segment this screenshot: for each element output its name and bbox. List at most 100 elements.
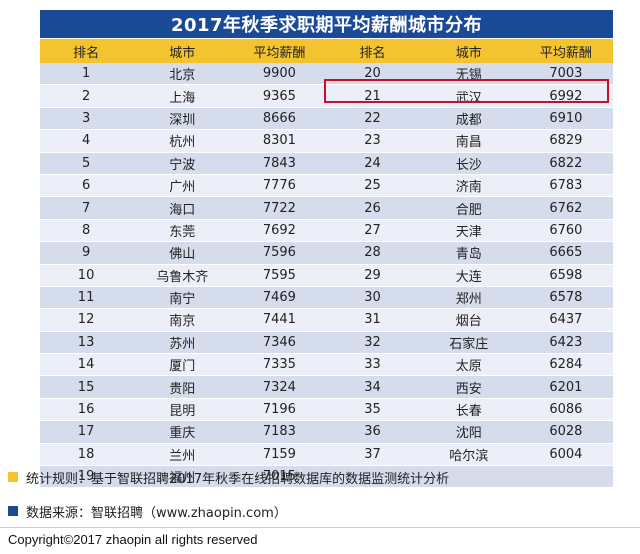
right-city-cell: 无锡 [418, 63, 519, 86]
right-city-cell: 大连 [418, 264, 519, 287]
table-row: 7 海口 7722 26 合肥 6762 [40, 196, 613, 220]
right-city-cell: 天津 [418, 219, 519, 243]
table-row: 16 昆明 7196 35 长春 6086 [40, 398, 613, 422]
left-city-cell: 贵阳 [132, 375, 233, 399]
right-rank-cell: 37 [326, 443, 419, 467]
left-salary-cell: 7469 [232, 286, 327, 310]
right-city-cell: 成都 [418, 107, 519, 131]
right-salary-cell: 6822 [518, 152, 613, 175]
left-salary-cell: 7843 [232, 152, 327, 175]
left-city-cell: 重庆 [132, 420, 233, 444]
table-row: 14 厦门 7335 33 太原 6284 [40, 353, 613, 377]
left-rank-cell: 7 [40, 196, 133, 220]
right-salary-cell [518, 465, 613, 489]
right-city-cell: 沈阳 [418, 420, 519, 444]
left-salary-cell: 7346 [232, 331, 327, 355]
left-rank-cell: 16 [40, 398, 133, 422]
yellow-square-icon [8, 472, 18, 482]
header-salary-right: 平均薪酬 [518, 39, 613, 63]
right-city-cell: 郑州 [418, 286, 519, 310]
table-row: 6 广州 7776 25 济南 6783 [40, 174, 613, 198]
left-city-cell: 南宁 [132, 286, 233, 310]
table-row: 15 贵阳 7324 34 西安 6201 [40, 375, 613, 399]
left-rank-cell: 10 [40, 264, 133, 287]
table-row: 3 深圳 8666 22 成都 6910 [40, 107, 613, 131]
right-salary-cell: 7003 [518, 63, 613, 86]
left-city-cell: 深圳 [132, 107, 233, 131]
left-rank-cell: 1 [40, 63, 133, 86]
right-city-cell: 合肥 [418, 196, 519, 220]
left-salary-cell: 7595 [232, 264, 327, 287]
right-city-cell: 石家庄 [418, 331, 519, 355]
note-rule: 统计规则：基于智联招聘2017年秋季在线招聘数据库的数据监测统计分析 [8, 466, 449, 488]
left-salary-cell: 7335 [232, 353, 327, 377]
left-rank-cell: 5 [40, 152, 133, 175]
left-rank-cell: 2 [40, 84, 133, 108]
right-city-cell: 青岛 [418, 241, 519, 265]
right-salary-cell: 6783 [518, 174, 613, 198]
table-row: 18 兰州 7159 37 哈尔滨 6004 [40, 443, 613, 467]
left-rank-cell: 11 [40, 286, 133, 310]
left-rank-cell: 4 [40, 129, 133, 153]
table-row: 19 福州 7015 [40, 465, 613, 489]
left-city-cell: 广州 [132, 174, 233, 198]
left-rank-cell: 8 [40, 219, 133, 243]
right-city-cell: 长春 [418, 398, 519, 422]
right-rank-cell: 22 [326, 107, 419, 131]
left-rank-cell: 14 [40, 353, 133, 377]
left-rank-cell: 15 [40, 375, 133, 399]
right-city-cell: 西安 [418, 375, 519, 399]
left-city-cell: 乌鲁木齐 [132, 264, 233, 287]
left-city-cell: 苏州 [132, 331, 233, 355]
table-row: 2 上海 9365 21 武汉 6992 [40, 84, 613, 108]
right-rank-cell: 29 [326, 264, 419, 287]
left-salary-cell: 7441 [232, 308, 327, 332]
right-rank-cell: 36 [326, 420, 419, 444]
right-city-cell: 哈尔滨 [418, 443, 519, 467]
table-row: 17 重庆 7183 36 沈阳 6028 [40, 420, 613, 444]
table-row: 9 佛山 7596 28 青岛 6665 [40, 241, 613, 265]
right-salary-cell: 6086 [518, 398, 613, 422]
right-rank-cell [326, 465, 419, 489]
left-city-cell: 杭州 [132, 129, 233, 153]
header-city-right: 城市 [418, 39, 519, 63]
left-salary-cell: 9365 [232, 84, 327, 108]
header-rank-right: 排名 [326, 39, 419, 63]
left-salary-cell: 7596 [232, 241, 327, 265]
header-salary-left: 平均薪酬 [232, 39, 327, 63]
left-salary-cell: 7692 [232, 219, 327, 243]
left-rank-cell: 13 [40, 331, 133, 355]
left-salary-cell: 7776 [232, 174, 327, 198]
left-rank-cell: 17 [40, 420, 133, 444]
table-row: 13 苏州 7346 32 石家庄 6423 [40, 331, 613, 355]
left-city-cell: 海口 [132, 196, 233, 220]
right-rank-cell: 24 [326, 152, 419, 175]
right-rank-cell: 23 [326, 129, 419, 153]
left-salary-cell: 7196 [232, 398, 327, 422]
right-rank-cell: 26 [326, 196, 419, 220]
right-city-cell: 太原 [418, 353, 519, 377]
right-salary-cell: 6423 [518, 331, 613, 355]
right-salary-cell: 6829 [518, 129, 613, 153]
right-city-cell: 济南 [418, 174, 519, 198]
note-source-text: 数据来源：智联招聘（www.zhaopin.com） [26, 505, 287, 521]
left-city-cell: 北京 [132, 63, 233, 86]
right-rank-cell: 25 [326, 174, 419, 198]
note-rule-text: 统计规则：基于智联招聘2017年秋季在线招聘数据库的数据监测统计分析 [26, 471, 450, 487]
right-salary-cell: 6578 [518, 286, 613, 310]
left-city-cell: 宁波 [132, 152, 233, 175]
right-rank-cell: 33 [326, 353, 419, 377]
right-salary-cell: 6992 [518, 84, 613, 108]
left-rank-cell: 18 [40, 443, 133, 467]
table-row: 11 南宁 7469 30 郑州 6578 [40, 286, 613, 310]
right-rank-cell: 27 [326, 219, 419, 243]
right-city-cell: 长沙 [418, 152, 519, 175]
page-title: 2017年秋季求职期平均薪酬城市分布 [40, 10, 613, 38]
left-salary-cell: 7722 [232, 196, 327, 220]
right-rank-cell: 30 [326, 286, 419, 310]
right-city-cell: 烟台 [418, 308, 519, 332]
right-city-cell: 南昌 [418, 129, 519, 153]
left-city-cell: 昆明 [132, 398, 233, 422]
table-row: 4 杭州 8301 23 南昌 6829 [40, 129, 613, 153]
right-salary-cell: 6910 [518, 107, 613, 131]
